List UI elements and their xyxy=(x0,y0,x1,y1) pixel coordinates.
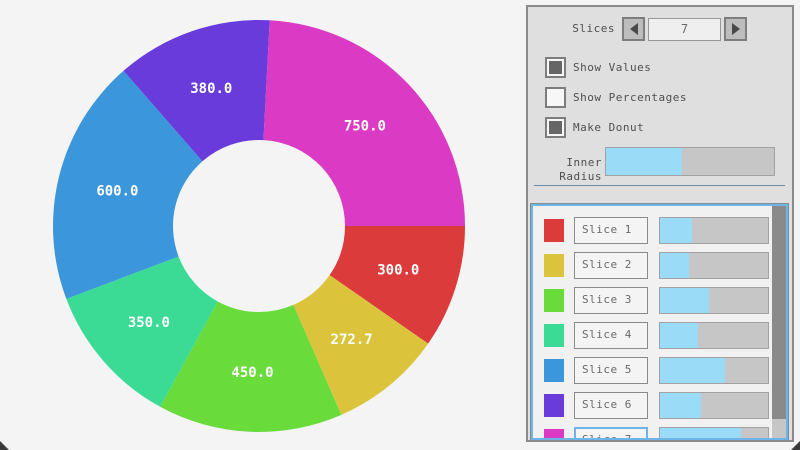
slice-row-6: Slice 6 xyxy=(533,388,772,423)
slices-label: Slices xyxy=(572,22,615,35)
slice-value-slider[interactable] xyxy=(659,357,769,384)
checkbox-row-show-percentages[interactable]: Show Percentages xyxy=(545,87,687,108)
checkbox-make-donut[interactable] xyxy=(545,117,566,138)
slice-value-slider[interactable] xyxy=(659,252,769,279)
checkbox-row-show-values[interactable]: Show Values xyxy=(545,57,651,78)
pie-slice-6[interactable] xyxy=(123,20,270,162)
slice-value-label: 272.7 xyxy=(331,332,373,348)
color-swatch[interactable] xyxy=(544,324,564,347)
pie-slice-5[interactable] xyxy=(52,70,203,299)
checkbox-fill xyxy=(549,91,562,104)
slider-fill xyxy=(660,253,690,278)
slice-name-field[interactable]: Slice 2 xyxy=(574,252,648,279)
color-swatch[interactable] xyxy=(544,219,564,242)
checkbox-fill xyxy=(549,121,562,134)
slider-fill xyxy=(660,323,698,348)
slice-value-label: 750.0 xyxy=(344,119,386,135)
slider-fill xyxy=(660,428,741,438)
scrollbar[interactable] xyxy=(772,206,786,438)
slice-row-1: Slice 1 xyxy=(533,213,772,248)
slice-name-field[interactable]: Slice 5 xyxy=(574,357,648,384)
checkbox-fill xyxy=(549,61,562,74)
color-swatch[interactable] xyxy=(544,359,564,382)
checkbox-row-make-donut[interactable]: Make Donut xyxy=(545,117,644,138)
pie-slice-3[interactable] xyxy=(160,301,342,433)
left-arrow-icon xyxy=(629,23,638,35)
color-swatch[interactable] xyxy=(544,394,564,417)
slices-increment-button[interactable] xyxy=(724,17,747,41)
slice-row-5: Slice 5 xyxy=(533,353,772,388)
slider-fill xyxy=(660,358,725,383)
slice-list-viewport[interactable]: Slice 1 Slice 2 Slice 3 Slice 4 Slice 5 Slice… xyxy=(531,204,788,440)
slice-value-label: 300.0 xyxy=(377,263,419,279)
slider-fill xyxy=(660,393,702,418)
inner-radius-label: Inner Radius xyxy=(559,156,602,183)
resize-grip-left[interactable] xyxy=(0,441,9,450)
slices-count-field[interactable]: 7 xyxy=(648,18,721,41)
slice-value-label: 350.0 xyxy=(128,315,170,331)
color-swatch[interactable] xyxy=(544,254,564,277)
slice-value-slider[interactable] xyxy=(659,322,769,349)
slice-row-2: Slice 2 xyxy=(533,248,772,283)
slice-value-label: 600.0 xyxy=(96,184,138,200)
resize-grip[interactable] xyxy=(791,441,800,450)
slice-value-slider[interactable] xyxy=(659,427,769,438)
pie-slice-7[interactable] xyxy=(263,20,465,227)
slider-fill xyxy=(660,288,709,313)
color-swatch[interactable] xyxy=(544,289,564,312)
pie-slice-2[interactable] xyxy=(293,275,429,415)
inner-radius-slider-fill xyxy=(606,148,682,175)
right-arrow-icon xyxy=(731,23,740,35)
slice-row-7: Slice 7 xyxy=(533,423,772,438)
pie-slice-1[interactable] xyxy=(329,226,465,344)
slice-name-field[interactable]: Slice 6 xyxy=(574,392,648,419)
checkbox-show-percentages[interactable] xyxy=(545,87,566,108)
pie-slice-4[interactable] xyxy=(66,256,218,407)
inner-radius-slider[interactable] xyxy=(605,147,775,176)
slice-value-slider[interactable] xyxy=(659,287,769,314)
scrollbar-thumb[interactable] xyxy=(772,206,786,420)
slice-value-slider[interactable] xyxy=(659,217,769,244)
slice-value-label: 380.0 xyxy=(190,81,232,97)
slice-row-3: Slice 3 xyxy=(533,283,772,318)
checkbox-label: Make Donut xyxy=(573,121,645,134)
slice-name-field[interactable]: Slice 4 xyxy=(574,322,648,349)
slice-row-4: Slice 4 xyxy=(533,318,772,353)
slices-decrement-button[interactable] xyxy=(622,17,645,41)
slice-name-field[interactable]: Slice 7 xyxy=(574,427,648,438)
donut-chart[interactable]: 300.0 272.7 450.0 350.0 600.0 380.0 750.0 xyxy=(0,0,520,450)
slice-value-label: 450.0 xyxy=(231,365,273,381)
control-panel: Slices 7 Show Values Show Percentages Make… xyxy=(526,5,794,442)
checkbox-show-values[interactable] xyxy=(545,57,566,78)
slice-name-field[interactable]: Slice 3 xyxy=(574,287,648,314)
slider-fill xyxy=(660,218,693,243)
checkbox-label: Show Values xyxy=(573,61,652,74)
slice-rows: Slice 1 Slice 2 Slice 3 Slice 4 Slice 5 Slice… xyxy=(533,206,772,438)
slice-name-field[interactable]: Slice 1 xyxy=(574,217,648,244)
separator-line xyxy=(534,185,785,186)
checkbox-label: Show Percentages xyxy=(573,91,687,104)
color-swatch[interactable] xyxy=(544,429,564,438)
slice-list: Slice 1 Slice 2 Slice 3 Slice 4 Slice 5 Slice… xyxy=(530,203,789,441)
slice-value-slider[interactable] xyxy=(659,392,769,419)
